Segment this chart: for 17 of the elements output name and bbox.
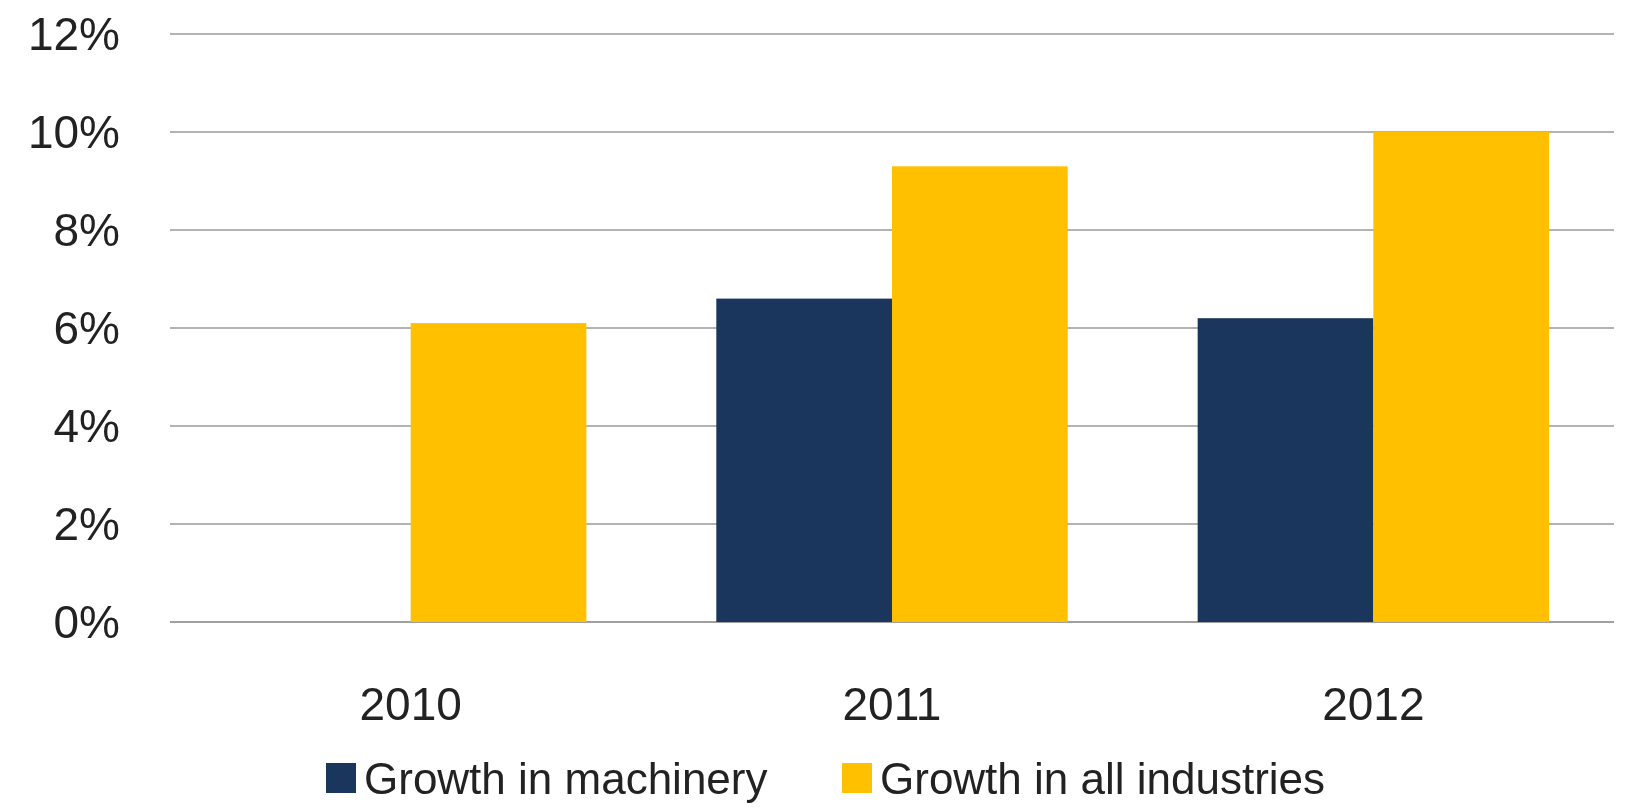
y-tick-label: 4% <box>53 400 120 453</box>
y-tick-label: 2% <box>53 498 120 551</box>
legend-label: Growth in all industries <box>880 754 1326 804</box>
y-tick-label: 10% <box>27 106 120 159</box>
bar <box>716 298 892 622</box>
bar <box>410 323 587 622</box>
bar <box>1373 132 1550 622</box>
y-tick-label: 6% <box>53 302 120 355</box>
x-tick-label: 2012 <box>1322 678 1425 730</box>
x-tick-label: 2010 <box>359 678 462 730</box>
bar <box>892 166 1068 622</box>
x-tick-label: 2011 <box>842 678 942 730</box>
bar <box>1197 318 1374 622</box>
y-tick-label: 8% <box>53 204 120 257</box>
y-tick-label: 12% <box>27 8 120 61</box>
y-tick-label: 0% <box>53 596 120 649</box>
legend-label: Growth in machinery <box>364 754 768 804</box>
